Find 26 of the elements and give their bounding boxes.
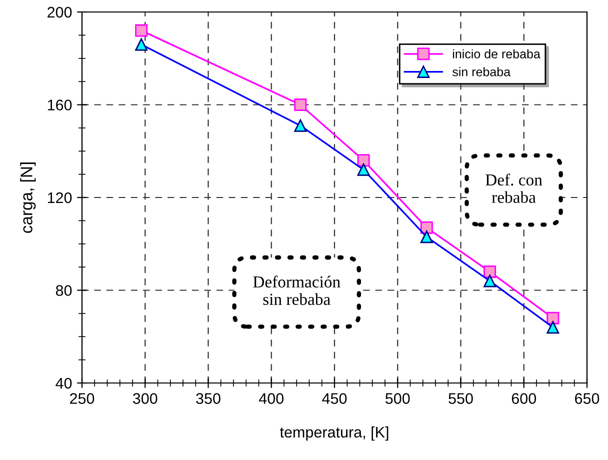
y-tick-label: 160 <box>48 100 72 110</box>
point <box>135 24 148 37</box>
x-tick-label: 250 <box>70 393 94 404</box>
point <box>420 221 433 234</box>
x-tick-label: 500 <box>385 393 410 404</box>
point <box>294 98 307 111</box>
legend-label: inicio de rebaba <box>452 49 540 58</box>
y-axis-title: carga, [N] <box>20 162 36 233</box>
x-axis-title: temperatura, [K] <box>280 426 388 441</box>
x-tick-label: 600 <box>512 393 536 404</box>
y-tick-label: 120 <box>48 192 72 204</box>
point <box>484 265 496 278</box>
point <box>357 154 370 167</box>
point <box>546 312 560 324</box>
x-tick-label: 450 <box>322 393 347 404</box>
x-tick-label: 300 <box>132 393 158 404</box>
y-tick-label: 200 <box>48 6 72 18</box>
y-tick-label: 40 <box>56 378 72 389</box>
legend-label: sin rebaba <box>452 67 511 76</box>
annotation: Deformación sin rebaba <box>253 276 340 305</box>
x-tick-label: 650 <box>575 393 600 404</box>
x-tick-label: 350 <box>196 393 220 404</box>
annotation: Def. con rebaba <box>486 174 542 203</box>
y-tick-label: 80 <box>56 285 72 296</box>
x-tick-label: 400 <box>258 393 284 404</box>
x-tick-label: 550 <box>448 393 473 404</box>
